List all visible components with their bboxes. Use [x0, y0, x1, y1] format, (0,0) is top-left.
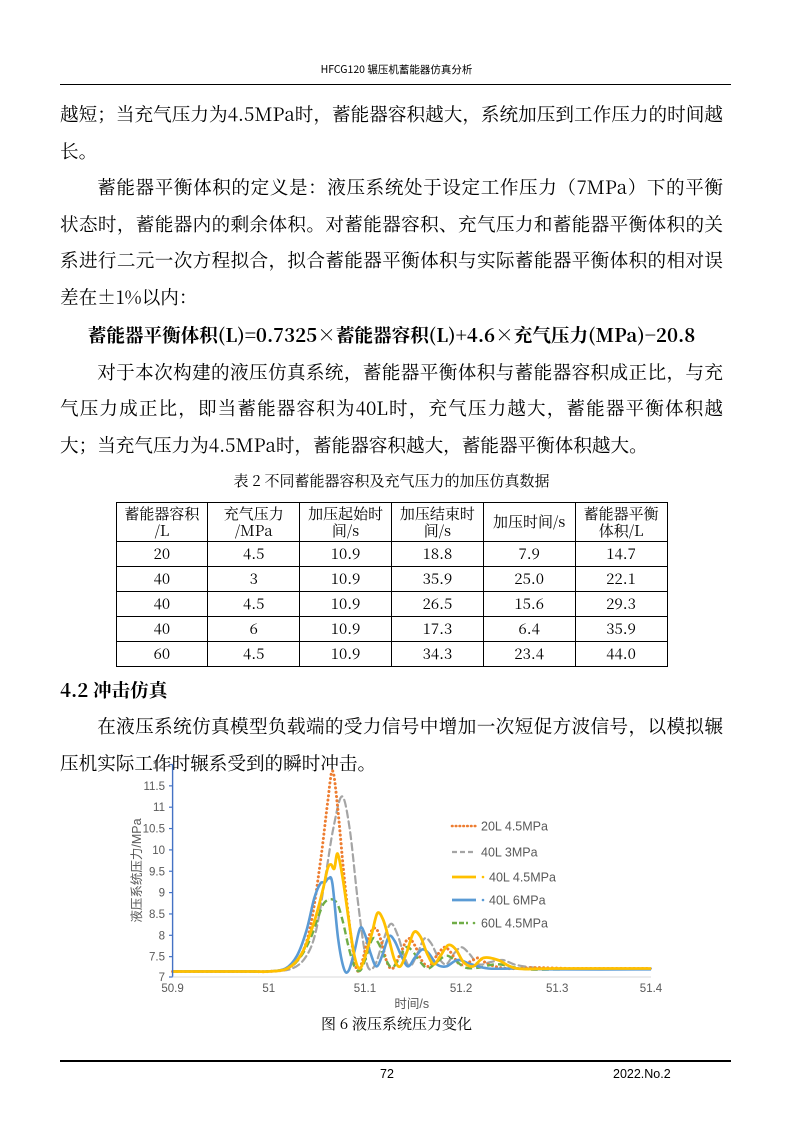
- svg-text:51.2: 51.2: [450, 983, 472, 995]
- svg-text:9: 9: [159, 888, 165, 900]
- svg-text:12: 12: [152, 760, 165, 772]
- svg-text:51.4: 51.4: [640, 983, 663, 995]
- svg-text:40L 6MPa: 40L 6MPa: [489, 894, 546, 908]
- svg-text:40L 3MPa: 40L 3MPa: [481, 846, 538, 860]
- svg-text:8: 8: [159, 930, 165, 942]
- svg-text:液压系统压力/MPa: 液压系统压力/MPa: [129, 818, 144, 922]
- svg-text:60L 4.5MPa: 60L 4.5MPa: [481, 917, 548, 931]
- svg-text:11.5: 11.5: [143, 781, 165, 793]
- svg-text:10: 10: [152, 845, 165, 857]
- svg-text:11: 11: [153, 802, 165, 814]
- svg-text:8.5: 8.5: [149, 909, 165, 921]
- svg-text:20L 4.5MPa: 20L 4.5MPa: [481, 820, 548, 834]
- svg-text:40L 4.5MPa: 40L 4.5MPa: [489, 871, 556, 885]
- svg-text:51.3: 51.3: [546, 983, 568, 995]
- svg-text:时间/s: 时间/s: [394, 997, 429, 1011]
- svg-text:51: 51: [262, 983, 275, 995]
- svg-text:10.5: 10.5: [143, 824, 165, 836]
- svg-text:7.5: 7.5: [149, 952, 165, 964]
- svg-text:50.9: 50.9: [161, 983, 183, 995]
- svg-text:51.1: 51.1: [354, 983, 376, 995]
- svg-text:9.5: 9.5: [149, 866, 165, 878]
